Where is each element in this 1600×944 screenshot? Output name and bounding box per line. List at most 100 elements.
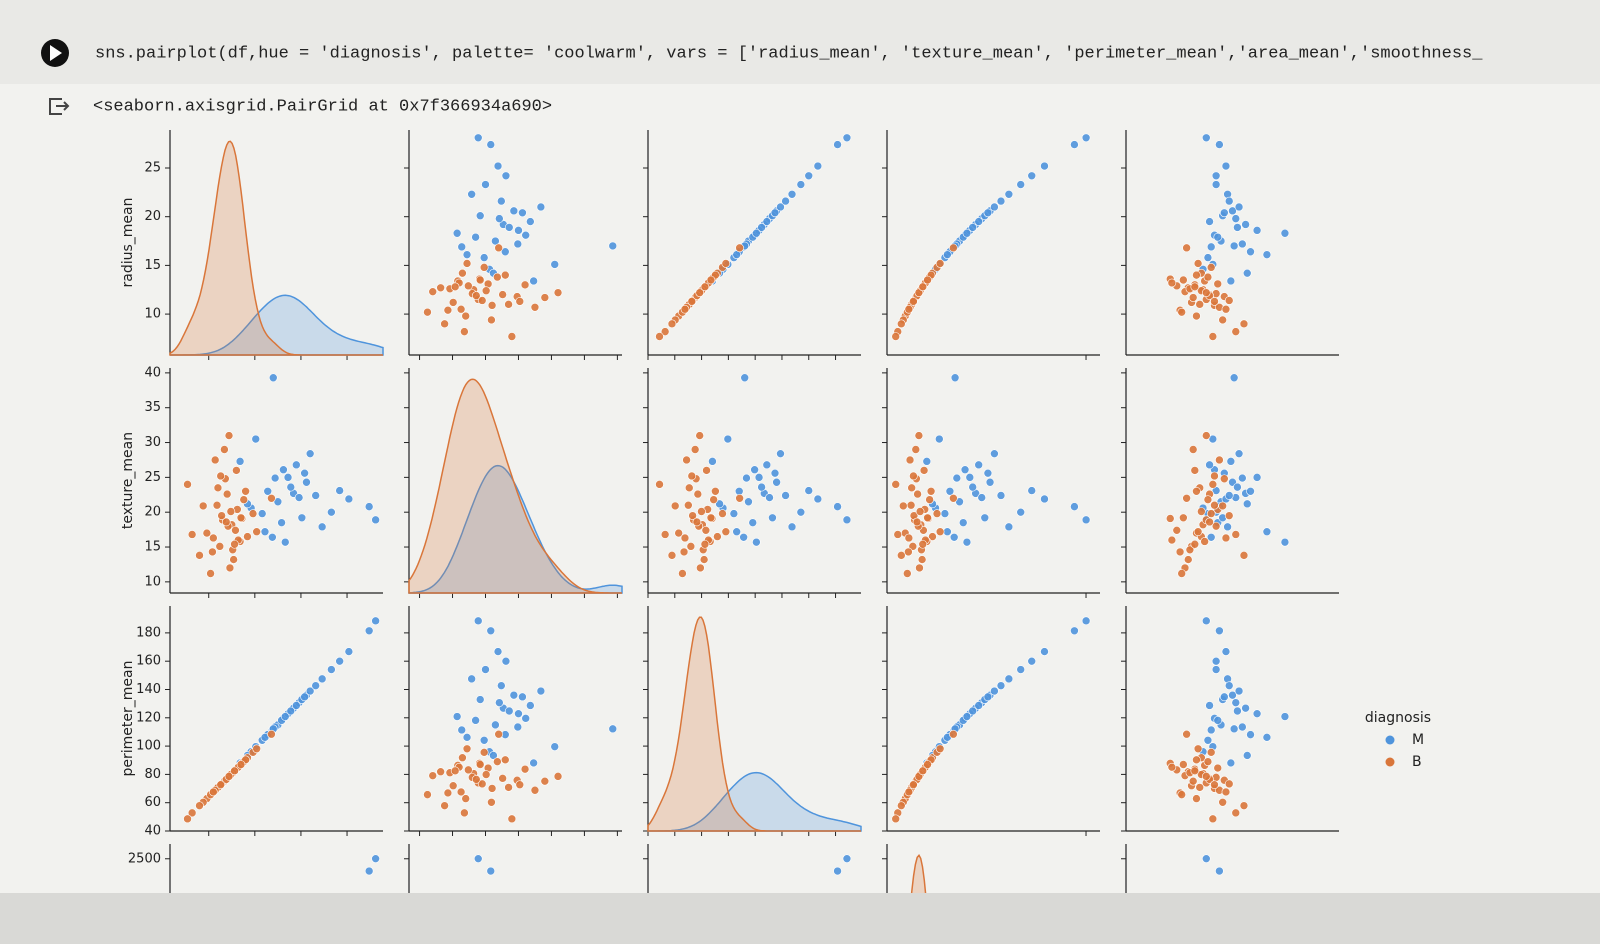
code-text: sns.pairplot(df,hue = 'diagnosis', palet… <box>95 44 1483 63</box>
y-tick-label: 60 <box>144 795 161 810</box>
scatter-point <box>925 495 934 504</box>
scatter-point <box>487 784 497 793</box>
y-tick-label: 10 <box>144 307 161 322</box>
scatter-point <box>464 765 473 775</box>
scatter-point <box>458 268 467 278</box>
scatter-point <box>251 434 261 444</box>
scatter-point <box>540 293 550 302</box>
scatter-point <box>699 555 709 564</box>
scatter-point <box>1206 748 1216 757</box>
scatter-point <box>842 854 852 863</box>
scatter-point <box>1205 217 1214 226</box>
scatter-point <box>1040 647 1049 656</box>
scatter-point <box>448 781 458 791</box>
scatter-point <box>471 716 480 725</box>
scatter-point <box>1231 530 1241 539</box>
y-tick-label: 25 <box>144 470 161 485</box>
scatter-point <box>477 779 487 789</box>
scatter-point <box>1239 319 1249 329</box>
scatter-point <box>687 297 697 306</box>
scatter-point <box>252 527 261 536</box>
scatter-point <box>1165 514 1175 523</box>
scatter-point <box>456 304 466 314</box>
scatter-point <box>980 513 990 523</box>
scatter-point <box>952 473 962 483</box>
scatter-point <box>935 527 945 536</box>
scatter-point <box>486 626 496 636</box>
scatter-point <box>335 656 344 666</box>
scatter-point <box>917 555 927 564</box>
scatter-point <box>729 509 739 518</box>
subplot <box>882 368 1100 598</box>
scatter-point <box>940 509 950 518</box>
scatter-point <box>1179 513 1188 523</box>
scatter-point <box>493 757 502 766</box>
y-tick-label: 15 <box>144 540 161 555</box>
scatter-point <box>977 493 987 502</box>
scatter-point <box>660 530 670 539</box>
scatter-point <box>473 616 483 626</box>
y-tick-label: 180 <box>136 625 161 640</box>
scatter-point <box>1242 499 1252 509</box>
scatter-point <box>286 706 296 716</box>
legend-title: diagnosis <box>1365 710 1431 726</box>
scatter-point <box>922 457 932 466</box>
scatter-point <box>428 287 438 296</box>
scatter-point <box>279 465 288 475</box>
scatter-point <box>423 307 432 317</box>
scatter-point <box>317 674 327 684</box>
y-tick-label: 40 <box>144 824 161 839</box>
scatter-point <box>477 296 487 305</box>
scatter-point <box>708 457 717 466</box>
scatter-point <box>509 690 519 700</box>
legend-label: M <box>1412 732 1424 748</box>
scatter-point <box>475 695 485 704</box>
scatter-point <box>721 527 731 536</box>
scatter-point <box>224 431 234 440</box>
scatter-point <box>1280 537 1290 547</box>
scatter-point <box>450 282 460 292</box>
scatter-point <box>530 785 540 795</box>
scatter-point <box>752 537 761 547</box>
subplot <box>404 844 496 893</box>
scatter-point <box>491 720 500 730</box>
scatter-point <box>1190 539 1200 549</box>
scatter-point <box>1239 801 1249 810</box>
scatter-point <box>221 517 231 527</box>
scatter-point <box>536 202 546 212</box>
scatter-point <box>1205 517 1214 527</box>
scatter-point <box>909 780 918 790</box>
scatter-point <box>1262 733 1272 742</box>
scatter-point <box>462 250 472 259</box>
scatter-point <box>514 226 523 235</box>
scatter-point <box>1016 180 1026 189</box>
subplot: 10 15 20 25 30 35 40 <box>144 365 383 598</box>
y-tick-label: 20 <box>144 209 161 224</box>
code-cell <box>0 0 1600 84</box>
scatter-point <box>1188 293 1198 302</box>
scatter-point <box>907 483 916 493</box>
scatter-point <box>1233 223 1242 232</box>
scatter-point <box>504 223 514 232</box>
scatter-point <box>701 526 711 535</box>
scatter-point <box>990 202 999 212</box>
scatter-point <box>949 493 958 503</box>
scatter-point <box>1252 473 1262 482</box>
output-icon[interactable] <box>49 98 70 115</box>
scatter-point <box>241 486 250 496</box>
scatter-point <box>520 280 530 290</box>
bottom-bar <box>0 893 1600 944</box>
scatter-point <box>968 223 977 232</box>
subplot <box>1121 368 1339 594</box>
run-button[interactable] <box>41 39 69 67</box>
scatter-point <box>679 547 689 557</box>
scatter-point <box>462 733 472 742</box>
scatter-point <box>461 311 471 321</box>
scatter-point <box>740 373 750 383</box>
scatter-point <box>536 686 546 696</box>
scatter-point <box>1233 706 1242 716</box>
scatter-point <box>833 866 842 876</box>
scatter-point <box>1188 776 1198 786</box>
scatter-point <box>943 250 952 259</box>
